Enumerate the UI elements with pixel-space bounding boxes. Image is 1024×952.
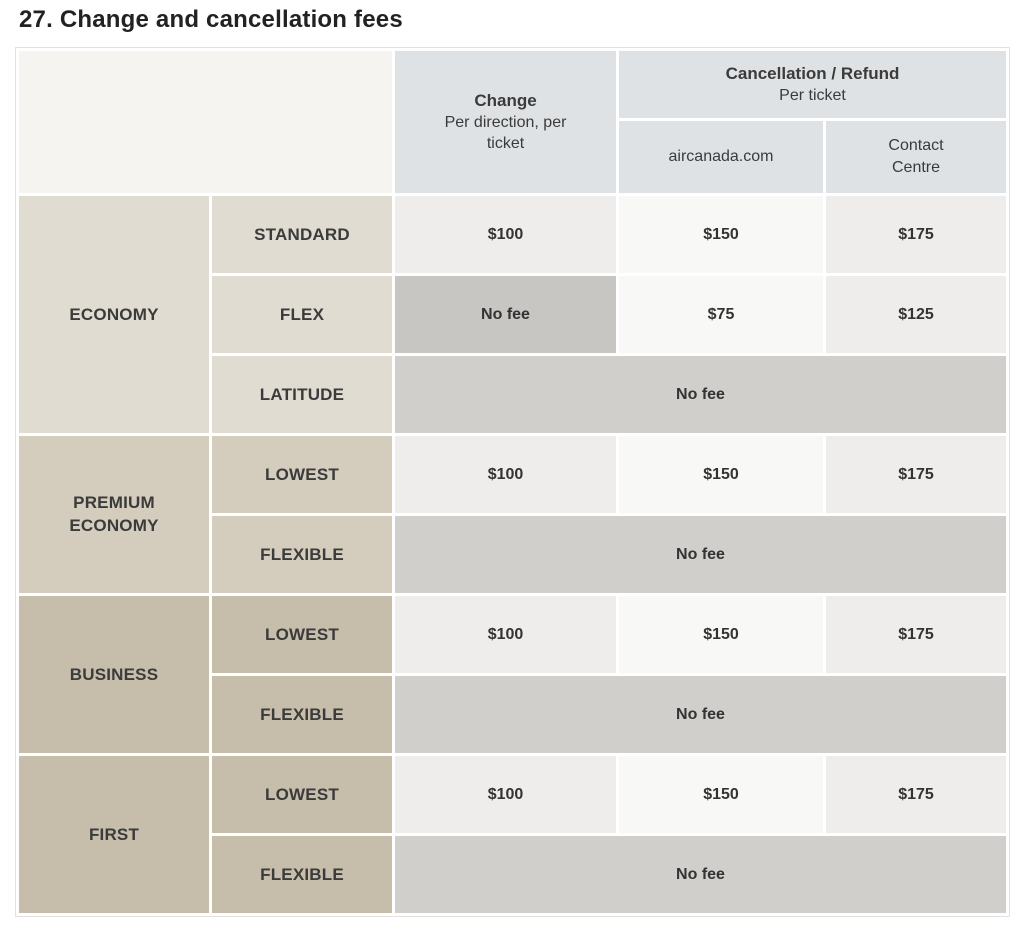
fee-pe-flexible-all: No fee [395, 516, 1007, 593]
fee-economy-standard-change: $100 [395, 196, 616, 273]
contact-centre-label: Contact Centre [888, 137, 944, 176]
fare-cell-business-flexible: FLEXIBLE [212, 676, 392, 753]
table-row-economy-flex: FLEX No fee $75 $125 [19, 276, 1007, 353]
premium-economy-label: PREMIUM ECONOMY [69, 492, 159, 535]
table-row-economy-latitude: LATITUDE No fee [19, 356, 1007, 433]
corner-cell [19, 51, 392, 193]
change-subtitle: Per direction, per ticket [444, 114, 567, 153]
table-row-premium-economy-lowest: PREMIUM ECONOMY LOWEST $100 $150 $175 [19, 436, 1007, 593]
fee-first-lowest-change: $100 [395, 756, 616, 833]
column-header-cancellation-refund: Cancellation / Refund Per ticket [619, 51, 1007, 118]
fee-economy-flex-change: No fee [395, 276, 616, 353]
fee-first-lowest-contact: $175 [826, 756, 1007, 833]
page-title: 27. Change and cancellation fees [19, 6, 403, 33]
cancellation-title: Cancellation / Refund [725, 63, 900, 83]
fee-economy-standard-web: $150 [619, 196, 823, 273]
fare-cell-business-lowest: LOWEST [212, 596, 392, 673]
fee-economy-standard-contact: $175 [826, 196, 1007, 273]
header-row-2: aircanada.com Contact Centre [19, 121, 1007, 193]
table-row-business-lowest: BUSINESS LOWEST $100 $150 $175 [19, 596, 1007, 753]
fee-pe-lowest-web: $150 [619, 436, 823, 513]
fare-cell-pe-lowest: LOWEST [212, 436, 392, 513]
fee-business-lowest-contact: $175 [826, 596, 1007, 673]
fee-business-lowest-change: $100 [395, 596, 616, 673]
fee-pe-lowest-contact: $175 [826, 436, 1007, 513]
cabin-cell-premium-economy: PREMIUM ECONOMY [19, 436, 209, 593]
fare-cell-flex: FLEX [212, 276, 392, 353]
fee-business-flexible-all: No fee [395, 676, 1007, 753]
column-header-contact-centre: Contact Centre [826, 121, 1007, 193]
header-row-1: Change Per direction, per ticket Cancell… [19, 51, 1007, 193]
fee-pe-lowest-change: $100 [395, 436, 616, 513]
column-header-aircanada-com: aircanada.com [619, 121, 823, 193]
table-row-first-lowest: FIRST LOWEST $100 $150 $175 [19, 756, 1007, 913]
fare-cell-standard: STANDARD [212, 196, 392, 273]
fare-cell-first-lowest: LOWEST [212, 756, 392, 833]
fee-business-lowest-web: $150 [619, 596, 823, 673]
fee-economy-latitude-all: No fee [395, 356, 1007, 433]
table-row-first-flexible: FLEXIBLE No fee [19, 836, 1007, 913]
fee-economy-flex-contact: $125 [826, 276, 1007, 353]
cabin-cell-economy: ECONOMY [19, 196, 209, 433]
fee-economy-flex-web: $75 [619, 276, 823, 353]
change-cancellation-fees-table: Change Per direction, per ticket Cancell… [15, 47, 1011, 917]
column-header-change: Change Per direction, per ticket [395, 51, 616, 193]
cabin-cell-business: BUSINESS [19, 596, 209, 753]
change-title: Change [474, 90, 537, 110]
fare-cell-pe-flexible: FLEXIBLE [212, 516, 392, 593]
table-row-business-flexible: FLEXIBLE No fee [19, 676, 1007, 753]
fee-first-lowest-web: $150 [619, 756, 823, 833]
fare-cell-first-flexible: FLEXIBLE [212, 836, 392, 913]
fee-first-flexible-all: No fee [395, 836, 1007, 913]
fare-cell-latitude: LATITUDE [212, 356, 392, 433]
table-row-economy-standard: ECONOMY STANDARD $100 $150 $175 [19, 196, 1007, 433]
cancellation-subtitle: Per ticket [779, 87, 846, 105]
cabin-cell-first: FIRST [19, 756, 209, 913]
table-row-premium-economy-flexible: FLEXIBLE No fee [19, 516, 1007, 593]
